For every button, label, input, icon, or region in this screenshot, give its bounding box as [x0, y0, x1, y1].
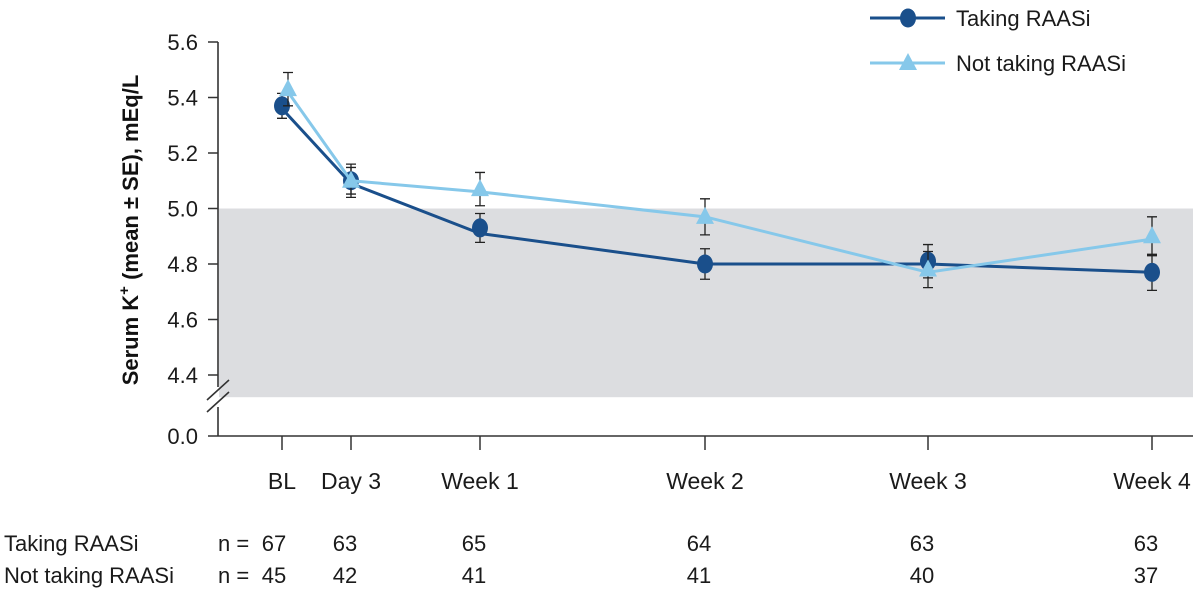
normal-range-band [219, 208, 1193, 398]
y-tick-label-zero: 0.0 [167, 424, 198, 449]
x-tick-label: Week 3 [889, 468, 967, 494]
n-value: 63 [333, 531, 357, 556]
data-point-circle [274, 96, 290, 116]
legend-label: Not taking RAASi [956, 51, 1126, 76]
y-axis-break-marks [206, 379, 230, 413]
n-prefix: n = [218, 531, 249, 556]
x-tick-label: Week 4 [1113, 468, 1191, 494]
y-tick-label: 5.4 [167, 86, 198, 111]
n-value: 42 [333, 563, 357, 588]
n-prefix: n = [218, 563, 249, 588]
data-point-circle [697, 254, 713, 274]
normal-range-band-layer [219, 208, 1193, 398]
data-point-triangle [471, 179, 489, 197]
n-value: 64 [687, 531, 711, 556]
n-value: 67 [262, 531, 286, 556]
legend-item: Taking RAASi [870, 6, 1091, 31]
series-not-taking-raasi [279, 71, 1161, 289]
y-tick-label: 4.8 [167, 252, 198, 277]
legend-marker-triangle [899, 53, 917, 70]
data-point-triangle [1143, 226, 1161, 244]
y-tick-label: 5.2 [167, 141, 198, 166]
x-tick-label: BL [268, 468, 296, 494]
n-value: 41 [687, 563, 711, 588]
y-tick-label: 4.6 [167, 308, 198, 333]
data-point-circle [1144, 262, 1160, 282]
legend-label: Taking RAASi [956, 6, 1091, 31]
n-value: 41 [462, 563, 486, 588]
y-tick-label: 4.4 [167, 363, 198, 388]
n-table-row: Taking RAASi n = 67 63 65 64 63 63 [4, 531, 1158, 556]
y-axis-title: Serum K+ (mean ± SE), mEq/L [116, 75, 143, 386]
y-tick-label: 5.6 [167, 30, 198, 55]
data-point-triangle [919, 259, 937, 277]
n-value: 45 [262, 563, 286, 588]
series-layer [274, 71, 1161, 292]
legend-item: Not taking RAASi [870, 51, 1126, 76]
data-point-triangle [342, 170, 360, 188]
data-point-triangle [696, 206, 714, 224]
n-row-label: Taking RAASi [4, 531, 139, 556]
axes-layer: 5.6 5.4 5.2 5.0 4.8 4.6 4.4 0.0 BL Day 3 Week 1 Wee… [116, 30, 1193, 494]
x-tick-label: Day 3 [321, 468, 381, 494]
n-row-label: Not taking RAASi [4, 563, 174, 588]
n-value: 63 [910, 531, 934, 556]
series-line [286, 91, 1153, 274]
data-point-circle [472, 218, 488, 238]
x-tick-label: Week 2 [666, 468, 744, 494]
n-value: 40 [910, 563, 934, 588]
n-value: 65 [462, 531, 486, 556]
n-value: 63 [1134, 531, 1158, 556]
n-table-row: Not taking RAASi n = 45 42 41 41 40 37 [4, 563, 1158, 588]
y-tick-label: 5.0 [167, 197, 198, 222]
n-value: 37 [1134, 563, 1158, 588]
x-tick-label: Week 1 [441, 468, 519, 494]
data-point-triangle [279, 79, 297, 97]
legend-marker-circle [900, 8, 916, 28]
legend: Taking RAASi Not taking RAASi [870, 6, 1126, 76]
sample-size-table: Taking RAASi n = 67 63 65 64 63 63 Not taking RA… [4, 531, 1158, 588]
